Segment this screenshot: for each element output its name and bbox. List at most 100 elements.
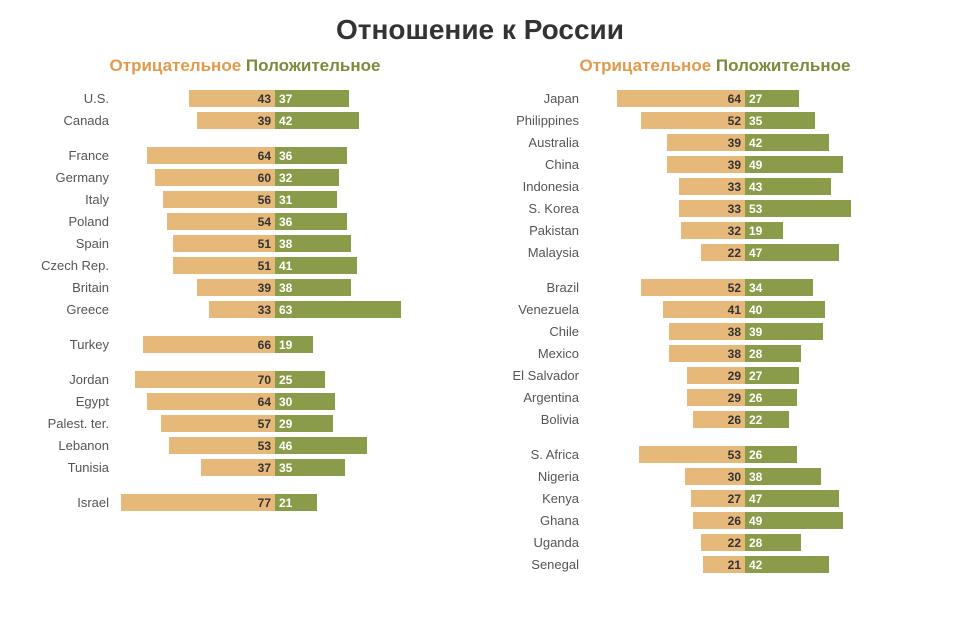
negative-bar: 33 xyxy=(679,200,745,217)
bars-container: 3353 xyxy=(585,200,950,217)
country-label: Uganda xyxy=(480,535,585,550)
legend-negative: Отрицательное xyxy=(580,56,712,75)
bars-container: 2926 xyxy=(585,389,950,406)
country-label: Israel xyxy=(10,495,115,510)
positive-bar: 38 xyxy=(275,235,351,252)
negative-bar: 56 xyxy=(163,191,275,208)
negative-bar: 77 xyxy=(121,494,275,511)
country-group: Israel7721 xyxy=(10,492,480,513)
country-label: Senegal xyxy=(480,557,585,572)
columns-wrap: Отрицательное Положительное U.S.4337Cana… xyxy=(0,56,960,589)
bars-container: 2142 xyxy=(585,556,950,573)
negative-bar: 39 xyxy=(667,134,745,151)
country-row: Mexico3828 xyxy=(480,343,950,364)
positive-bar: 35 xyxy=(275,459,345,476)
bars-container: 6427 xyxy=(585,90,950,107)
bars-container: 5729 xyxy=(115,415,480,432)
positive-bar: 38 xyxy=(275,279,351,296)
country-row: Australia3942 xyxy=(480,132,950,153)
bars-container: 2747 xyxy=(585,490,950,507)
bars-container: 6619 xyxy=(115,336,480,353)
chart-title: Отношение к России xyxy=(0,0,960,56)
country-row: Venezuela4140 xyxy=(480,299,950,320)
negative-bar: 39 xyxy=(197,279,275,296)
negative-bar: 33 xyxy=(209,301,275,318)
positive-bar: 21 xyxy=(275,494,317,511)
negative-bar: 64 xyxy=(617,90,745,107)
legend-left: Отрицательное Положительное xyxy=(10,56,480,76)
country-label: Italy xyxy=(10,192,115,207)
country-row: Israel7721 xyxy=(10,492,480,513)
country-label: Indonesia xyxy=(480,179,585,194)
bars-container: 5141 xyxy=(115,257,480,274)
negative-bar: 33 xyxy=(679,178,745,195)
positive-bar: 47 xyxy=(745,244,839,261)
positive-bar: 49 xyxy=(745,156,843,173)
bars-container: 3343 xyxy=(585,178,950,195)
country-row: Philippines5235 xyxy=(480,110,950,131)
bars-container: 5234 xyxy=(585,279,950,296)
positive-bar: 46 xyxy=(275,437,367,454)
negative-bar: 60 xyxy=(155,169,275,186)
positive-bar: 41 xyxy=(275,257,357,274)
positive-bar: 35 xyxy=(745,112,815,129)
negative-bar: 64 xyxy=(147,393,275,410)
country-label: France xyxy=(10,148,115,163)
country-row: Senegal2142 xyxy=(480,554,950,575)
country-label: Mexico xyxy=(480,346,585,361)
country-row: Germany6032 xyxy=(10,167,480,188)
bars-container: 3938 xyxy=(115,279,480,296)
country-row: Greece3363 xyxy=(10,299,480,320)
negative-bar: 54 xyxy=(167,213,275,230)
country-row: Argentina2926 xyxy=(480,387,950,408)
country-row: China3949 xyxy=(480,154,950,175)
bars-container: 5631 xyxy=(115,191,480,208)
country-group: Japan6427Philippines5235Australia3942Chi… xyxy=(480,88,950,263)
country-label: U.S. xyxy=(10,91,115,106)
positive-bar: 19 xyxy=(275,336,313,353)
country-row: Spain5138 xyxy=(10,233,480,254)
country-row: Malaysia2247 xyxy=(480,242,950,263)
country-label: Britain xyxy=(10,280,115,295)
negative-bar: 53 xyxy=(169,437,275,454)
positive-bar: 36 xyxy=(275,213,347,230)
country-label: Tunisia xyxy=(10,460,115,475)
negative-bar: 43 xyxy=(189,90,275,107)
bars-container: 4337 xyxy=(115,90,480,107)
positive-bar: 26 xyxy=(745,389,797,406)
negative-bar: 26 xyxy=(693,512,745,529)
country-row: Egypt6430 xyxy=(10,391,480,412)
positive-bar: 19 xyxy=(745,222,783,239)
country-group: U.S.4337Canada3942 xyxy=(10,88,480,131)
bars-container: 3839 xyxy=(585,323,950,340)
country-label: Czech Rep. xyxy=(10,258,115,273)
negative-bar: 39 xyxy=(667,156,745,173)
positive-bar: 31 xyxy=(275,191,337,208)
negative-bar: 51 xyxy=(173,235,275,252)
negative-bar: 37 xyxy=(201,459,275,476)
positive-bar: 22 xyxy=(745,411,789,428)
negative-bar: 51 xyxy=(173,257,275,274)
positive-bar: 42 xyxy=(745,556,829,573)
country-row: Poland 5436 xyxy=(10,211,480,232)
country-label: Greece xyxy=(10,302,115,317)
positive-bar: 26 xyxy=(745,446,797,463)
bars-container: 7721 xyxy=(115,494,480,511)
country-row: Czech Rep.5141 xyxy=(10,255,480,276)
country-row: Britain3938 xyxy=(10,277,480,298)
positive-bar: 37 xyxy=(275,90,349,107)
country-row: France6436 xyxy=(10,145,480,166)
country-label: Kenya xyxy=(480,491,585,506)
country-label: Venezuela xyxy=(480,302,585,317)
country-label: Poland xyxy=(10,214,115,229)
country-row: Tunisia 3735 xyxy=(10,457,480,478)
positive-bar: 42 xyxy=(275,112,359,129)
country-label: Ghana xyxy=(480,513,585,528)
positive-bar: 38 xyxy=(745,468,821,485)
negative-bar: 64 xyxy=(147,147,275,164)
positive-bar: 28 xyxy=(745,534,801,551)
bars-container: 5346 xyxy=(115,437,480,454)
positive-bar: 43 xyxy=(745,178,831,195)
country-row: Kenya2747 xyxy=(480,488,950,509)
negative-bar: 22 xyxy=(701,244,745,261)
